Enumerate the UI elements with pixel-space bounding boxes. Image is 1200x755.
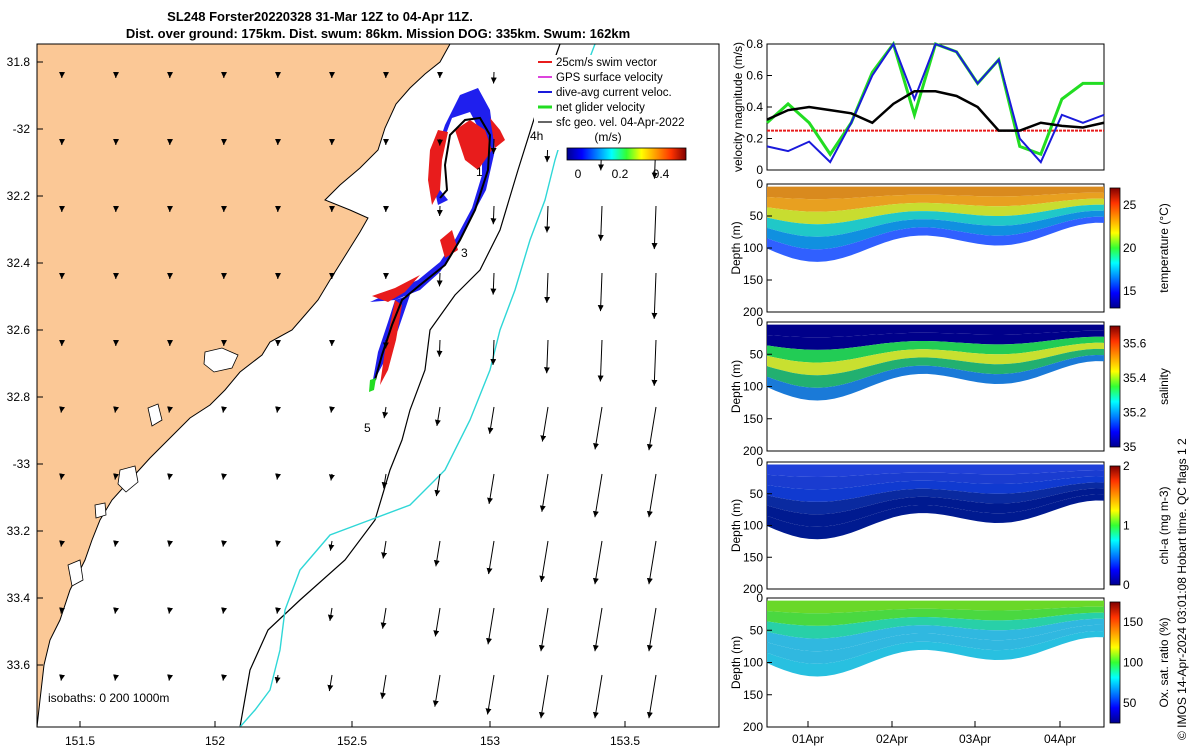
section-colorbar-tick: 0 (1123, 578, 1130, 592)
velocity-ylabel: velocity magnitude (m/s) (731, 42, 745, 172)
sfc-velocity-arrow (493, 139, 494, 154)
isobaths-note: isobaths: 0 200 1000m (48, 691, 169, 705)
section-ytick-label: 150 (743, 273, 763, 287)
legend-label: dive-avg current veloc. (556, 87, 672, 99)
section-ytick-label: 100 (743, 380, 763, 394)
section-xtick-label: 02Apr (876, 732, 908, 746)
velocity-ytick-label: 0.6 (746, 69, 763, 83)
section-colorbar-tick: 35.6 (1123, 336, 1147, 350)
section-ylabel: Depth (m) (729, 221, 743, 274)
legend-label: sfc geo. vel. 04-Apr-2022 (556, 117, 685, 129)
section-ytick-label: 0 (756, 177, 763, 191)
section-colorbar-tick: 150 (1123, 615, 1143, 629)
map-ytick-label: 33.6 (7, 658, 31, 672)
copyright-note: © IMOS 14-Apr-2024 03:01:08 Hobart time.… (1175, 438, 1189, 740)
map-colorbar-tick: 0.2 (612, 167, 629, 181)
section-colorbar-label: chl-a (mg m-3) (1157, 486, 1171, 564)
map-legend: 25cm/s swim vector GPS surface velocity … (534, 55, 712, 150)
section-colorbar (1110, 188, 1120, 308)
map-ytick-label: 33.4 (7, 591, 31, 605)
section-ytick-label: 50 (750, 623, 764, 637)
section-ytick-label: 200 (743, 720, 763, 734)
section-colorbar (1110, 466, 1120, 585)
section-colorbar-tick: 100 (1123, 656, 1143, 670)
map-xtick-label: 153.5 (610, 734, 640, 748)
map-xtick-label: 152.5 (337, 734, 367, 748)
section-xtick-label: 03Apr (959, 732, 991, 746)
map-ytick-label: -33 (13, 457, 31, 471)
section-ylabel: Depth (m) (729, 360, 743, 413)
day-label: 3 (461, 246, 468, 260)
section-colorbar-tick: 50 (1123, 696, 1137, 710)
section-ytick-label: 0 (756, 591, 763, 605)
section-ytick-label: 150 (743, 688, 763, 702)
section-colorbar (1110, 602, 1120, 723)
section-colorbar-label: salinity (1157, 368, 1171, 405)
section-colorbar-tick: 1 (1123, 519, 1130, 533)
section-colorbar-tick: 25 (1123, 198, 1137, 212)
section-ylabel: Depth (m) (729, 499, 743, 552)
section-ytick-label: 100 (743, 519, 763, 533)
section-ytick-label: 150 (743, 412, 763, 426)
section-ytick-label: 100 (743, 241, 763, 255)
section-ytick-label: 0 (756, 315, 763, 329)
section-ytick-label: 0 (756, 455, 763, 469)
section-xtick-label: 04Apr (1044, 732, 1076, 746)
map-ytick-label: -32 (13, 122, 31, 136)
map-ytick-label: 32.4 (7, 256, 31, 270)
map-xtick-label: 152 (205, 734, 225, 748)
map-colorbar-tick: 0 (575, 167, 582, 181)
section-colorbar-tick: 15 (1123, 284, 1137, 298)
map-colorbar-tick: 0.4 (653, 167, 670, 181)
map-ytick-label: 32.2 (7, 189, 31, 203)
legend-label: GPS surface velocity (556, 72, 663, 84)
map-xtick-label: 153 (480, 734, 500, 748)
section-colorbar-tick: 35.4 (1123, 371, 1147, 385)
map-xtick-label: 151.5 (65, 734, 95, 748)
section-colorbar-tick: 20 (1123, 241, 1137, 255)
section-colorbar (1110, 326, 1120, 447)
day-label: 5 (364, 421, 371, 435)
map-ytick-label: 31.8 (7, 55, 31, 69)
section-xtick-label: 01Apr (792, 732, 824, 746)
section-ytick-label: 50 (750, 209, 764, 223)
velocity-ytick-label: 0.4 (746, 100, 763, 114)
legend-label: 25cm/s swim vector (556, 57, 657, 69)
section-ytick-label: 100 (743, 656, 763, 670)
sfc-velocity-arrow (439, 340, 440, 357)
map-ytick-label: 32.8 (7, 390, 31, 404)
map-colorbar-label: (m/s) (594, 130, 621, 144)
section-colorbar-tick: 2 (1123, 459, 1130, 473)
day-label: 4h (530, 129, 543, 143)
legend-label: net glider velocity (556, 102, 645, 114)
sfc-velocity-arrow (439, 273, 440, 286)
section-ylabel: Depth (m) (729, 636, 743, 689)
section-ytick-label: 50 (750, 347, 764, 361)
map-ytick-label: 32.6 (7, 323, 31, 337)
section-ytick-label: 150 (743, 550, 763, 564)
map-colorbar (567, 148, 686, 160)
title-line-2: Dist. over ground: 175km. Dist. swum: 86… (126, 26, 630, 41)
velocity-ytick-label: 0 (756, 163, 763, 177)
section-colorbar-tick: 35 (1123, 440, 1137, 454)
day-label: 1 (476, 165, 483, 179)
lake (95, 503, 106, 518)
velocity-ytick-label: 0.2 (746, 132, 763, 146)
section-ytick-label: 50 (750, 487, 764, 501)
title-line-1: SL248 Forster20220328 31-Mar 12Z to 04-A… (167, 9, 473, 24)
velocity-ytick-label: 0.8 (746, 37, 763, 51)
section-colorbar-label: temperature (°C) (1157, 203, 1171, 293)
section-colorbar-tick: 35.2 (1123, 405, 1147, 419)
section-colorbar-label: Ox. sat. ratio (%) (1157, 617, 1171, 707)
map-ytick-label: 33.2 (7, 524, 31, 538)
